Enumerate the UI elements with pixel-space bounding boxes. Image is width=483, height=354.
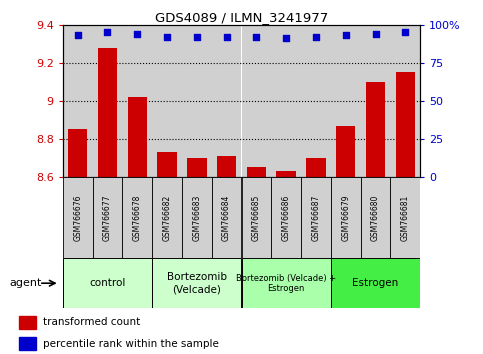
Bar xyxy=(390,177,420,258)
Point xyxy=(223,34,230,40)
Bar xyxy=(128,97,147,177)
Bar xyxy=(331,258,420,308)
Bar xyxy=(68,130,87,177)
Bar xyxy=(390,25,420,177)
Point xyxy=(133,31,141,37)
Text: GSM766686: GSM766686 xyxy=(282,194,291,241)
Bar xyxy=(187,158,207,177)
Text: GSM766677: GSM766677 xyxy=(103,194,112,241)
Bar xyxy=(63,177,93,258)
Bar xyxy=(212,177,242,258)
Point xyxy=(401,29,409,35)
Bar xyxy=(98,47,117,177)
Bar xyxy=(122,177,152,258)
Text: GSM766684: GSM766684 xyxy=(222,194,231,241)
Text: GSM766687: GSM766687 xyxy=(312,194,320,241)
Bar xyxy=(361,177,390,258)
Text: GSM766679: GSM766679 xyxy=(341,194,350,241)
Point xyxy=(342,33,350,38)
Bar xyxy=(19,337,36,350)
Bar xyxy=(301,177,331,258)
Text: GSM766680: GSM766680 xyxy=(371,194,380,241)
Text: control: control xyxy=(89,278,126,288)
Text: GSM766676: GSM766676 xyxy=(73,194,82,241)
Bar xyxy=(361,25,390,177)
Bar xyxy=(336,126,355,177)
Text: GSM766681: GSM766681 xyxy=(401,195,410,241)
Bar xyxy=(331,177,361,258)
Point xyxy=(253,34,260,40)
Bar xyxy=(19,316,36,329)
Bar xyxy=(271,25,301,177)
Bar xyxy=(182,177,212,258)
Bar xyxy=(217,156,236,177)
Bar xyxy=(247,167,266,177)
Bar xyxy=(122,25,152,177)
Bar xyxy=(63,25,93,177)
Bar xyxy=(306,158,326,177)
Bar xyxy=(182,25,212,177)
Text: GSM766678: GSM766678 xyxy=(133,194,142,241)
Bar xyxy=(301,25,331,177)
Point xyxy=(282,36,290,41)
Point xyxy=(104,29,112,35)
Bar xyxy=(93,177,122,258)
Text: transformed count: transformed count xyxy=(43,317,140,327)
Bar xyxy=(152,25,182,177)
Bar xyxy=(152,177,182,258)
Text: Bortezomib
(Velcade): Bortezomib (Velcade) xyxy=(167,272,227,294)
Text: Estrogen: Estrogen xyxy=(353,278,398,288)
Bar xyxy=(271,177,301,258)
Bar xyxy=(242,25,271,177)
Point xyxy=(163,34,171,40)
Text: Bortezomib (Velcade) +
Estrogen: Bortezomib (Velcade) + Estrogen xyxy=(236,274,336,293)
Bar xyxy=(157,152,177,177)
Text: agent: agent xyxy=(10,278,42,288)
Bar xyxy=(276,171,296,177)
Point xyxy=(193,34,201,40)
Bar xyxy=(63,258,152,308)
Text: GSM766685: GSM766685 xyxy=(252,194,261,241)
Bar xyxy=(212,25,242,177)
Bar xyxy=(152,258,242,308)
Text: GSM766682: GSM766682 xyxy=(163,195,171,241)
Bar xyxy=(93,25,122,177)
Bar xyxy=(242,258,331,308)
Point xyxy=(74,33,82,38)
Text: percentile rank within the sample: percentile rank within the sample xyxy=(43,339,219,349)
Bar xyxy=(366,82,385,177)
Title: GDS4089 / ILMN_3241977: GDS4089 / ILMN_3241977 xyxy=(155,11,328,24)
Bar xyxy=(396,72,415,177)
Bar xyxy=(331,25,361,177)
Point xyxy=(372,31,380,37)
Text: GSM766683: GSM766683 xyxy=(192,194,201,241)
Bar xyxy=(242,177,271,258)
Point xyxy=(312,34,320,40)
